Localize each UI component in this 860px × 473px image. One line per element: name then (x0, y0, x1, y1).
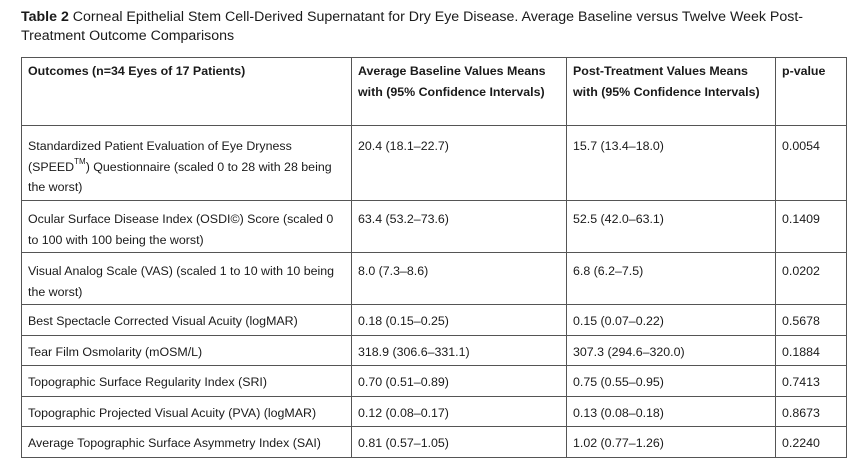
cell-post: 6.8 (6.2–7.5) (566, 252, 776, 305)
cell-baseline: 20.4 (18.1–22.7) (351, 125, 567, 201)
cell-post: 0.13 (0.08–0.18) (566, 395, 776, 427)
cell-baseline: 0.18 (0.15–0.25) (351, 304, 567, 336)
cell-baseline: 0.81 (0.57–1.05) (351, 426, 567, 458)
table-caption: Table 2 Corneal Epithelial Stem Cell-Der… (21, 8, 846, 46)
table-row: Ocular Surface Disease Index (OSDI©) Sco… (21, 200, 847, 253)
table-row: Topographic Projected Visual Acuity (PVA… (21, 395, 847, 427)
cell-p-value: 0.0202 (775, 252, 847, 305)
cell-post: 0.15 (0.07–0.22) (566, 304, 776, 336)
cell-p-value: 0.5678 (775, 304, 847, 336)
header-p-value: p-value (775, 57, 847, 126)
header-post-treatment: Post-Treatment Values Means with (95% Co… (566, 57, 776, 126)
cell-p-value: 0.0054 (775, 125, 847, 201)
table-row: Visual Analog Scale (VAS) (scaled 1 to 1… (21, 252, 847, 305)
table-row: Standardized Patient Evaluation of Eye D… (21, 125, 847, 201)
cell-p-value: 0.8673 (775, 395, 847, 427)
cell-baseline: 0.70 (0.51–0.89) (351, 365, 567, 397)
table-row: Best Spectacle Corrected Visual Acuity (… (21, 304, 847, 336)
cell-p-value: 0.1409 (775, 200, 847, 253)
outcome-text-cont: ) Questionnaire (scaled 0 to 28 with 28 … (28, 159, 332, 195)
outcome-text: Standardized Patient Evaluation of Eye D… (28, 139, 292, 174)
table-row: Average Topographic Surface Asymmetry In… (21, 426, 847, 458)
cell-post: 307.3 (294.6–320.0) (566, 334, 776, 366)
cell-post: 52.5 (42.0–63.1) (566, 200, 776, 253)
cell-outcome: Topographic Projected Visual Acuity (PVA… (21, 395, 352, 427)
header-outcomes: Outcomes (n=34 Eyes of 17 Patients) (21, 57, 352, 126)
table-row: Tear Film Osmolarity (mOSM/L) 318.9 (306… (21, 334, 847, 366)
table-title: Corneal Epithelial Stem Cell-Derived Sup… (21, 9, 804, 44)
cell-outcome: Standardized Patient Evaluation of Eye D… (21, 125, 352, 201)
cell-outcome: Ocular Surface Disease Index (OSDI©) Sco… (21, 200, 352, 253)
header-baseline: Average Baseline Values Means with (95% … (351, 57, 567, 126)
cell-outcome: Tear Film Osmolarity (mOSM/L) (21, 334, 352, 366)
cell-baseline: 8.0 (7.3–8.6) (351, 252, 567, 305)
cell-p-value: 0.1884 (775, 334, 847, 366)
table-row: Topographic Surface Regularity Index (SR… (21, 365, 847, 397)
cell-post: 15.7 (13.4–18.0) (566, 125, 776, 201)
outcomes-table: Outcomes (n=34 Eyes of 17 Patients) Aver… (21, 57, 847, 458)
cell-outcome: Visual Analog Scale (VAS) (scaled 1 to 1… (21, 252, 352, 305)
cell-outcome: Best Spectacle Corrected Visual Acuity (… (21, 304, 352, 336)
cell-post: 0.75 (0.55–0.95) (566, 365, 776, 397)
cell-outcome: Topographic Surface Regularity Index (SR… (21, 365, 352, 397)
cell-p-value: 0.2240 (775, 426, 847, 458)
cell-p-value: 0.7413 (775, 365, 847, 397)
cell-baseline: 63.4 (53.2–73.6) (351, 200, 567, 253)
table-header-row: Outcomes (n=34 Eyes of 17 Patients) Aver… (21, 57, 847, 126)
cell-baseline: 318.9 (306.6–331.1) (351, 334, 567, 366)
cell-baseline: 0.12 (0.08–0.17) (351, 395, 567, 427)
cell-post: 1.02 (0.77–1.26) (566, 426, 776, 458)
cell-outcome: Average Topographic Surface Asymmetry In… (21, 426, 352, 458)
table-label: Table 2 (21, 9, 69, 25)
trademark-superscript: TM (74, 157, 86, 167)
